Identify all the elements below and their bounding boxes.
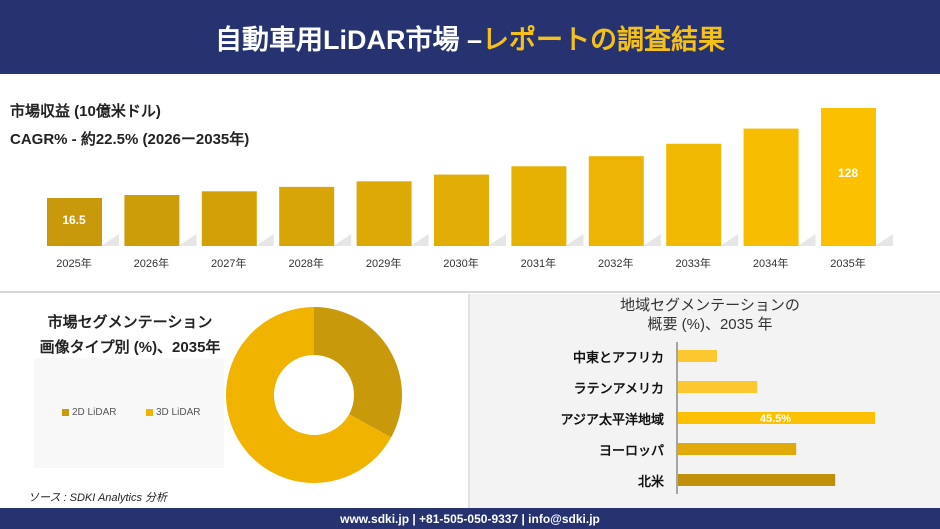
- year-tick-label: 2033年: [675, 256, 710, 270]
- year-tick-label: 2035年: [830, 256, 865, 270]
- bar-shadow: [642, 234, 661, 246]
- legend-3d: 3D LiDAR: [146, 407, 200, 418]
- region-label: アジア太平洋地域: [560, 412, 664, 427]
- year-tick-label: 2027年: [211, 256, 246, 270]
- region-bar: [678, 474, 836, 486]
- revenue-bar: [47, 198, 102, 246]
- bar-shadow: [797, 234, 816, 246]
- divider: [468, 294, 470, 508]
- title-accent: レポートの調査結果: [482, 24, 725, 55]
- revenue-bar: [666, 143, 722, 246]
- bar-shadow: [875, 234, 893, 246]
- revenue-bar: [588, 156, 644, 246]
- region-title-line1: 地域セグメンテーションの: [620, 297, 800, 314]
- bar-shadow: [410, 234, 429, 246]
- region-bar: [678, 443, 797, 455]
- footer-contact: www.sdki.jp | +81-505-050-9337 | info@sd…: [0, 508, 940, 529]
- year-tick-label: 2029年: [366, 256, 401, 270]
- segment-title: 市場セグメンテーション 画像タイプ別 (%)、2035年: [30, 310, 230, 360]
- year-tick-label: 2031年: [521, 256, 556, 270]
- title-main: 自動車用LiDAR市場 –: [214, 24, 482, 55]
- region-panel: [470, 294, 940, 508]
- revenue-bar: [201, 191, 257, 246]
- region-title: 地域セグメンテーションの 概要 (%)、2035 年: [560, 296, 860, 334]
- region-title-line2: 概要 (%)、2035 年: [647, 316, 773, 333]
- region-label: ヨーロッパ: [598, 443, 664, 458]
- bar-shadow: [488, 234, 506, 246]
- year-tick-label: 2032年: [598, 256, 633, 270]
- bar-shadow: [333, 234, 352, 246]
- bar-shadow: [178, 234, 197, 246]
- year-tick-label: 2030年: [443, 256, 478, 270]
- legend-swatch: [62, 409, 69, 416]
- region-bar: [678, 412, 875, 424]
- header-banner: 自動車用LiDAR市場 – レポートの調査結果: [0, 0, 940, 74]
- region-bar: [678, 381, 758, 393]
- legend-label: 3D LiDAR: [156, 407, 201, 418]
- bar-shadow: [255, 234, 274, 246]
- region-label: ラテンアメリカ: [573, 381, 664, 396]
- donut-slice: [226, 307, 392, 483]
- revenue-bar: [821, 108, 876, 246]
- legend-2d: 2D LiDAR: [62, 407, 116, 418]
- revenue-bar: [511, 166, 567, 246]
- legend-label: 2D LiDAR: [72, 407, 117, 418]
- segment-title-line1: 市場セグメンテーション: [47, 314, 213, 331]
- year-tick-label: 2034年: [753, 256, 788, 270]
- bar-shadow: [720, 234, 739, 246]
- bar-shadow: [101, 234, 119, 246]
- data-label: 45.5%: [760, 413, 791, 425]
- revenue-bar: [124, 195, 180, 246]
- source-note: ソース : SDKI Analytics 分析: [28, 492, 168, 504]
- year-tick-label: 2025年: [56, 256, 91, 270]
- revenue-title: 市場収益 (10億米ドル): [10, 103, 161, 120]
- revenue-bar: [434, 174, 489, 246]
- region-label: 北米: [637, 474, 664, 489]
- region-label: 中東とアフリカ: [572, 350, 664, 365]
- cagr-subtitle: CAGR% - 約22.5% (2026ー2035年): [10, 131, 250, 148]
- divider: [0, 291, 940, 293]
- data-label: 128: [838, 166, 858, 180]
- year-tick-label: 2026年: [134, 256, 169, 270]
- bar-shadow: [565, 234, 584, 246]
- donut-slice: [314, 307, 403, 438]
- revenue-bar: [743, 128, 799, 246]
- revenue-bar: [279, 186, 335, 246]
- legend-swatch: [146, 409, 153, 416]
- revenue-bar: [356, 181, 412, 246]
- data-label: 16.5: [62, 213, 86, 227]
- segment-title-line2: 画像タイプ別 (%)、2035年: [39, 339, 221, 356]
- region-bar: [678, 350, 717, 362]
- year-tick-label: 2028年: [288, 256, 323, 270]
